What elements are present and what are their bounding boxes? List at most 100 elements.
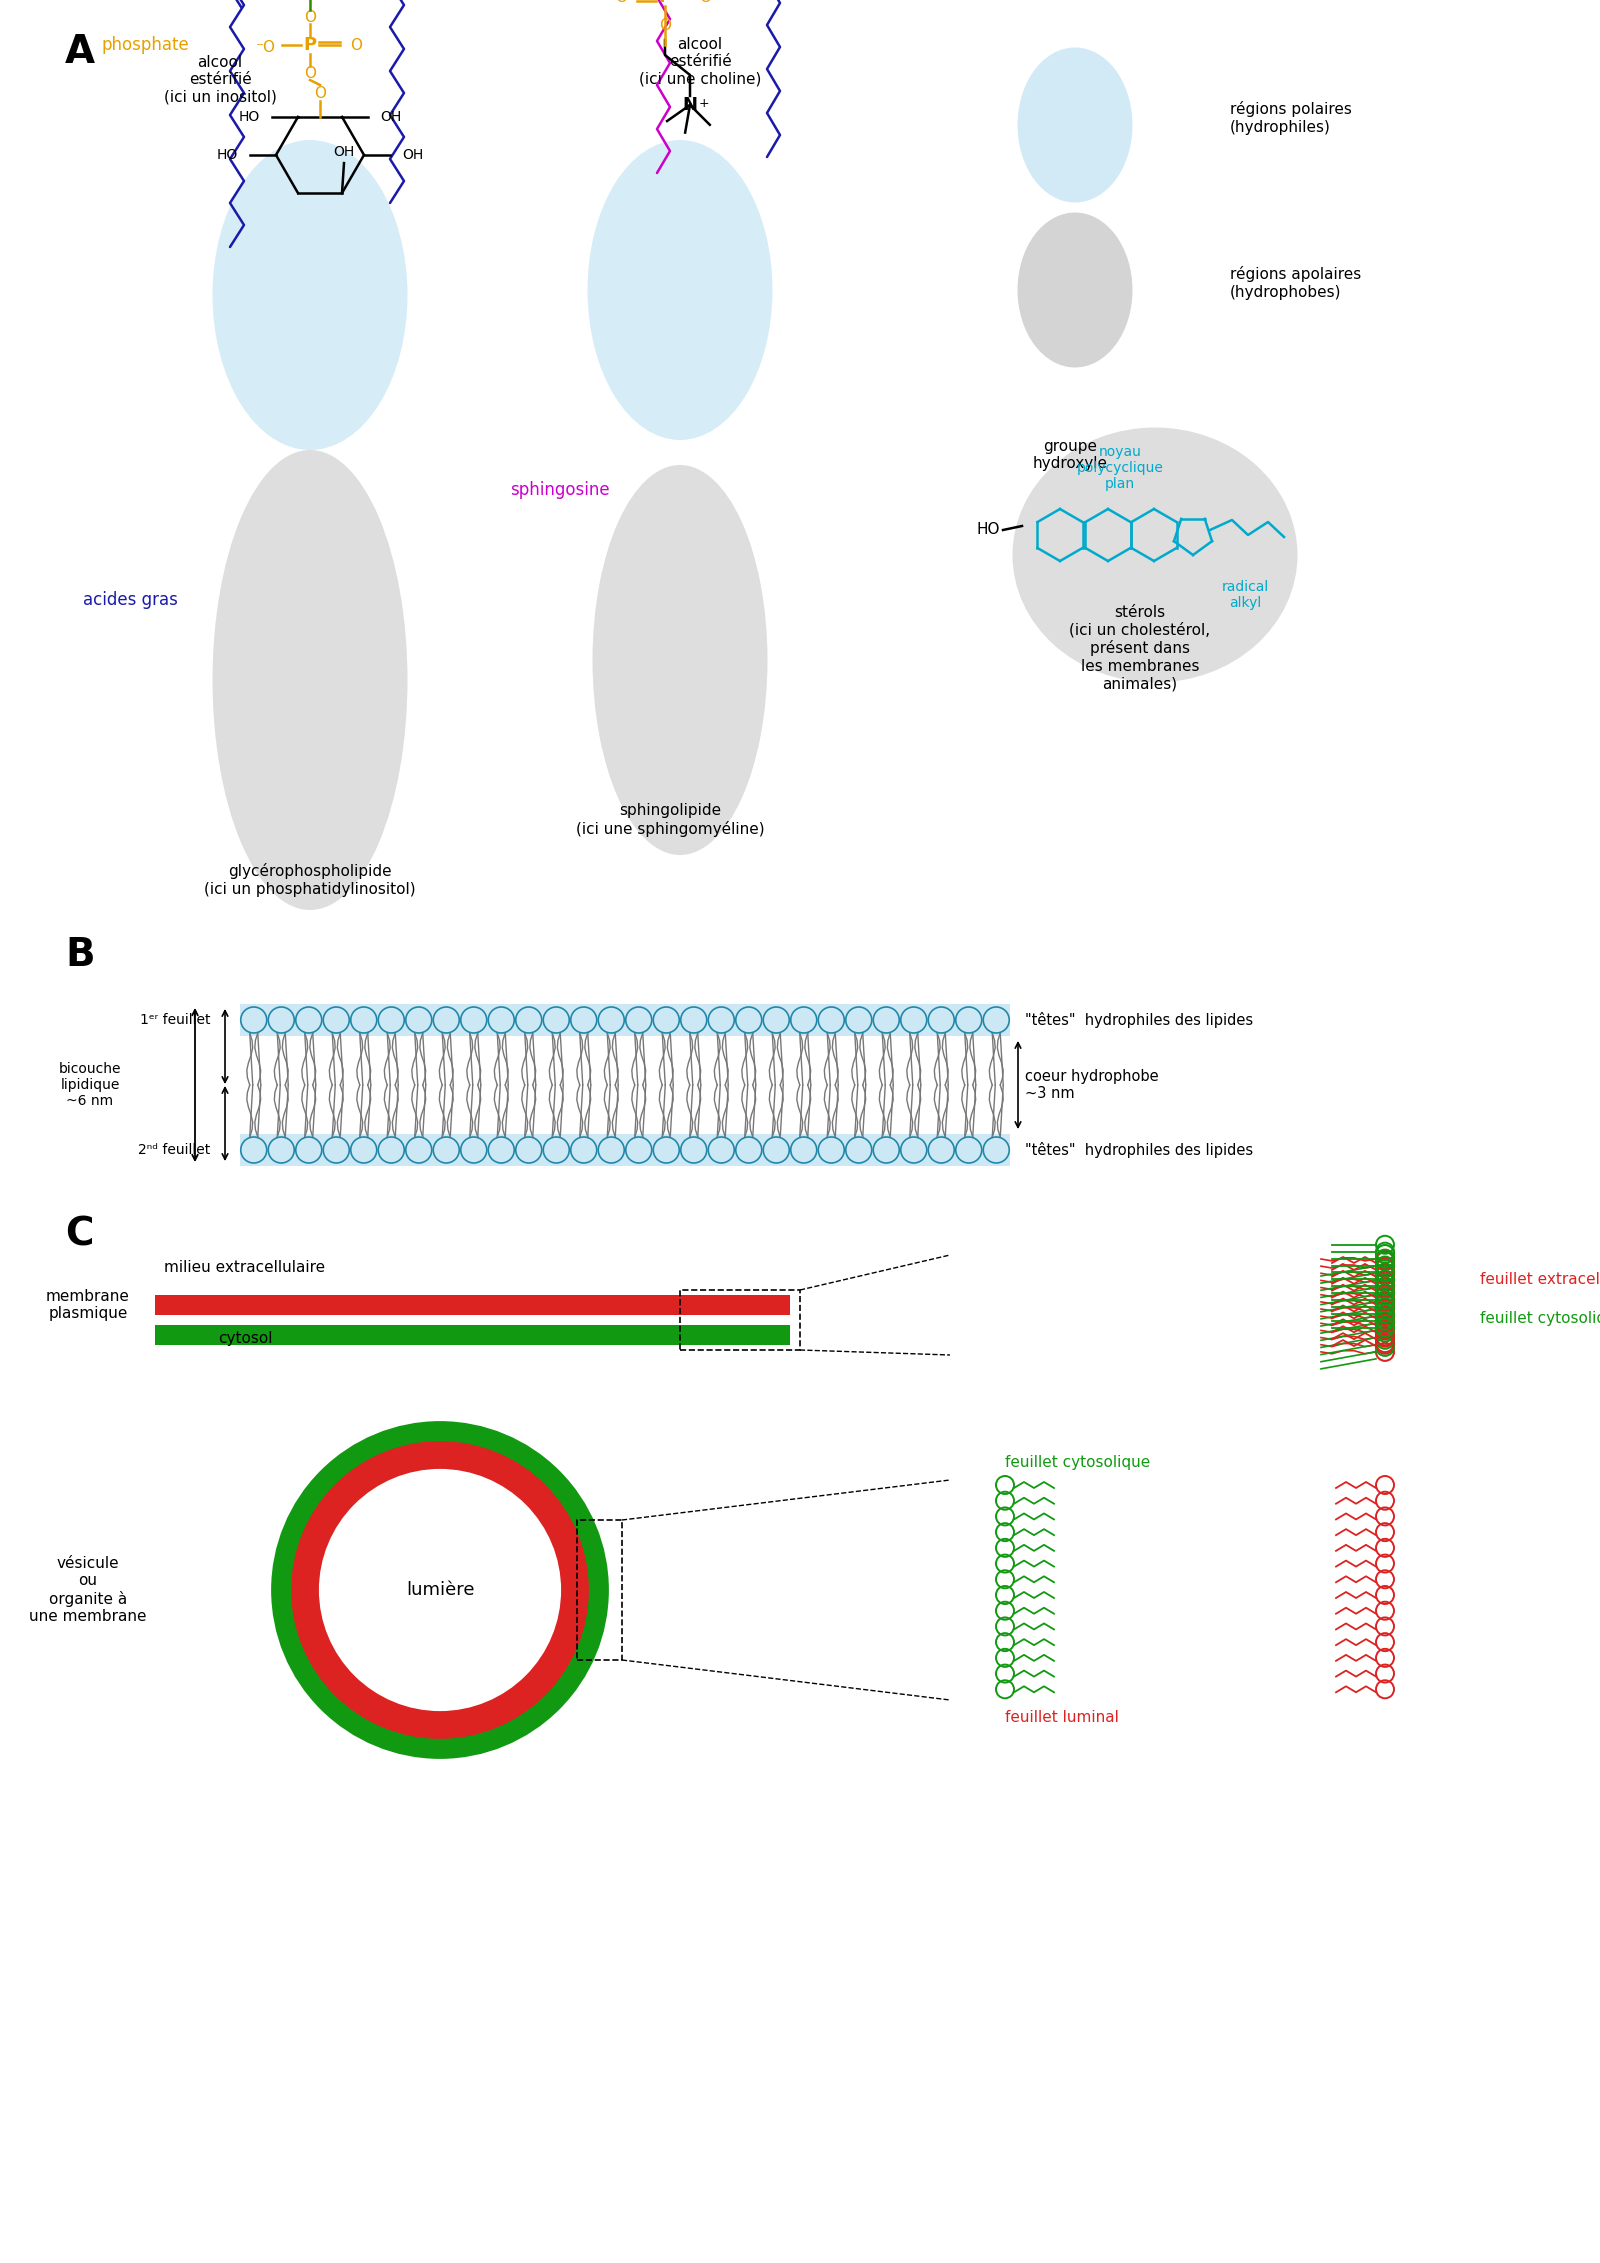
Circle shape (846, 1136, 872, 1163)
Bar (240, 1005, 1010, 1036)
Circle shape (846, 1007, 872, 1032)
Circle shape (790, 1136, 816, 1163)
Bar (155, 1326, 790, 1344)
Circle shape (406, 1007, 432, 1032)
Circle shape (680, 1007, 707, 1032)
Circle shape (406, 1136, 432, 1163)
Ellipse shape (1018, 48, 1133, 201)
Circle shape (544, 1136, 570, 1163)
Circle shape (709, 1136, 734, 1163)
Circle shape (330, 1480, 550, 1702)
Text: alcool
estérifié
(ici une choline): alcool estérifié (ici une choline) (638, 36, 762, 86)
Text: acides gras: acides gras (83, 591, 178, 609)
Circle shape (461, 1007, 486, 1032)
Circle shape (709, 1007, 734, 1032)
Circle shape (598, 1136, 624, 1163)
Circle shape (653, 1136, 680, 1163)
Circle shape (323, 1136, 349, 1163)
Circle shape (626, 1007, 651, 1032)
Text: O: O (304, 66, 317, 81)
Text: N: N (683, 95, 698, 113)
Circle shape (790, 1007, 816, 1032)
Text: sphingolipide
(ici une sphingomyéline): sphingolipide (ici une sphingomyéline) (576, 803, 765, 837)
Text: O: O (659, 18, 670, 32)
Text: cytosol: cytosol (218, 1331, 272, 1346)
Text: HO: HO (216, 147, 238, 163)
Circle shape (515, 1007, 542, 1032)
Text: bicouche
lipidique
~6 nm: bicouche lipidique ~6 nm (59, 1061, 122, 1109)
Circle shape (653, 1007, 680, 1032)
Bar (680, 1290, 800, 1351)
Ellipse shape (1018, 213, 1133, 367)
Circle shape (874, 1007, 899, 1032)
Circle shape (296, 1136, 322, 1163)
Circle shape (488, 1007, 514, 1032)
Text: stérols
(ici un cholestérol,
présent dans
les membranes
animales): stérols (ici un cholestérol, présent dan… (1069, 604, 1211, 690)
Text: radical
alkyl: radical alkyl (1221, 579, 1269, 611)
Text: vésicule
ou
organite à
une membrane: vésicule ou organite à une membrane (29, 1555, 147, 1625)
Text: B: B (66, 937, 94, 973)
Circle shape (544, 1007, 570, 1032)
Text: +: + (699, 97, 710, 111)
Circle shape (571, 1136, 597, 1163)
Text: régions polaires
(hydrophiles): régions polaires (hydrophiles) (1230, 102, 1352, 136)
Text: membrane
plasmique: membrane plasmique (46, 1290, 130, 1322)
Text: 1ᵉʳ feuillet: 1ᵉʳ feuillet (139, 1014, 210, 1027)
Circle shape (488, 1136, 514, 1163)
Text: phosphate: phosphate (101, 36, 189, 54)
Text: régions apolaires
(hydrophobes): régions apolaires (hydrophobes) (1230, 267, 1362, 299)
Circle shape (350, 1136, 376, 1163)
Circle shape (984, 1007, 1010, 1032)
Text: coeur hydrophobe
~3 nm: coeur hydrophobe ~3 nm (1026, 1068, 1158, 1102)
Bar (155, 1294, 790, 1315)
Circle shape (269, 1007, 294, 1032)
Circle shape (434, 1007, 459, 1032)
Circle shape (240, 1136, 267, 1163)
Ellipse shape (1013, 428, 1298, 683)
Text: sphingosine: sphingosine (510, 482, 610, 500)
Text: milieu extracellulaire: milieu extracellulaire (165, 1260, 325, 1276)
Bar (578, 1521, 622, 1661)
Text: HO: HO (976, 523, 1000, 539)
Circle shape (378, 1136, 405, 1163)
Circle shape (928, 1007, 954, 1032)
Circle shape (763, 1007, 789, 1032)
Text: feuillet extracellulaire: feuillet extracellulaire (1480, 1272, 1600, 1288)
Circle shape (296, 1007, 322, 1032)
Circle shape (350, 1007, 376, 1032)
Text: O: O (304, 9, 317, 25)
Text: OH: OH (381, 111, 402, 124)
Circle shape (680, 1136, 707, 1163)
Text: glycérophospholipide
(ici un phosphatidylinositol): glycérophospholipide (ici un phosphatidy… (205, 862, 416, 896)
Circle shape (240, 1007, 267, 1032)
Circle shape (323, 1007, 349, 1032)
Ellipse shape (213, 140, 408, 450)
Text: feuillet cytosolique: feuillet cytosolique (1005, 1455, 1150, 1469)
Text: lumière: lumière (406, 1582, 474, 1600)
Circle shape (736, 1136, 762, 1163)
Circle shape (874, 1136, 899, 1163)
Circle shape (434, 1136, 459, 1163)
Text: 2ⁿᵈ feuillet: 2ⁿᵈ feuillet (138, 1143, 210, 1156)
Circle shape (818, 1007, 845, 1032)
Circle shape (955, 1136, 982, 1163)
Circle shape (928, 1136, 954, 1163)
Text: P: P (659, 0, 672, 7)
Circle shape (984, 1136, 1010, 1163)
Text: O: O (350, 38, 362, 52)
Circle shape (901, 1136, 926, 1163)
Circle shape (598, 1007, 624, 1032)
Text: OH: OH (333, 145, 355, 158)
Circle shape (269, 1136, 294, 1163)
Text: O: O (314, 86, 326, 100)
Text: A: A (66, 34, 94, 70)
Ellipse shape (213, 450, 408, 910)
Circle shape (901, 1007, 926, 1032)
Text: alcool
estérifié
(ici un inositol): alcool estérifié (ici un inositol) (163, 54, 277, 104)
Text: OH: OH (402, 147, 424, 163)
Circle shape (736, 1007, 762, 1032)
Text: P: P (304, 36, 317, 54)
Circle shape (461, 1136, 486, 1163)
Text: feuillet luminal: feuillet luminal (1005, 1711, 1118, 1724)
Circle shape (571, 1007, 597, 1032)
